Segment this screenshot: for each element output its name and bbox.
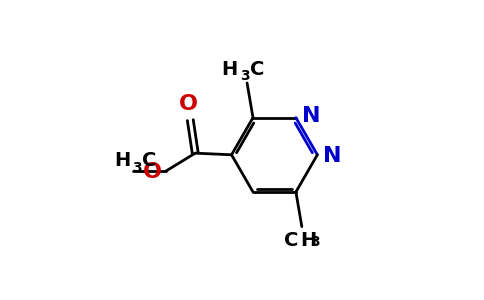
Text: H: H [222,60,238,79]
Text: C: C [142,151,156,170]
Text: N: N [323,146,342,167]
Text: O: O [179,94,198,114]
Text: H: H [115,151,131,170]
Text: O: O [143,162,162,182]
Text: 3: 3 [310,235,320,249]
Text: C: C [284,231,298,250]
Text: 3: 3 [133,160,142,175]
Text: N: N [302,106,320,126]
Text: 3: 3 [241,69,250,83]
Text: C: C [250,60,265,79]
Text: H: H [300,231,317,250]
